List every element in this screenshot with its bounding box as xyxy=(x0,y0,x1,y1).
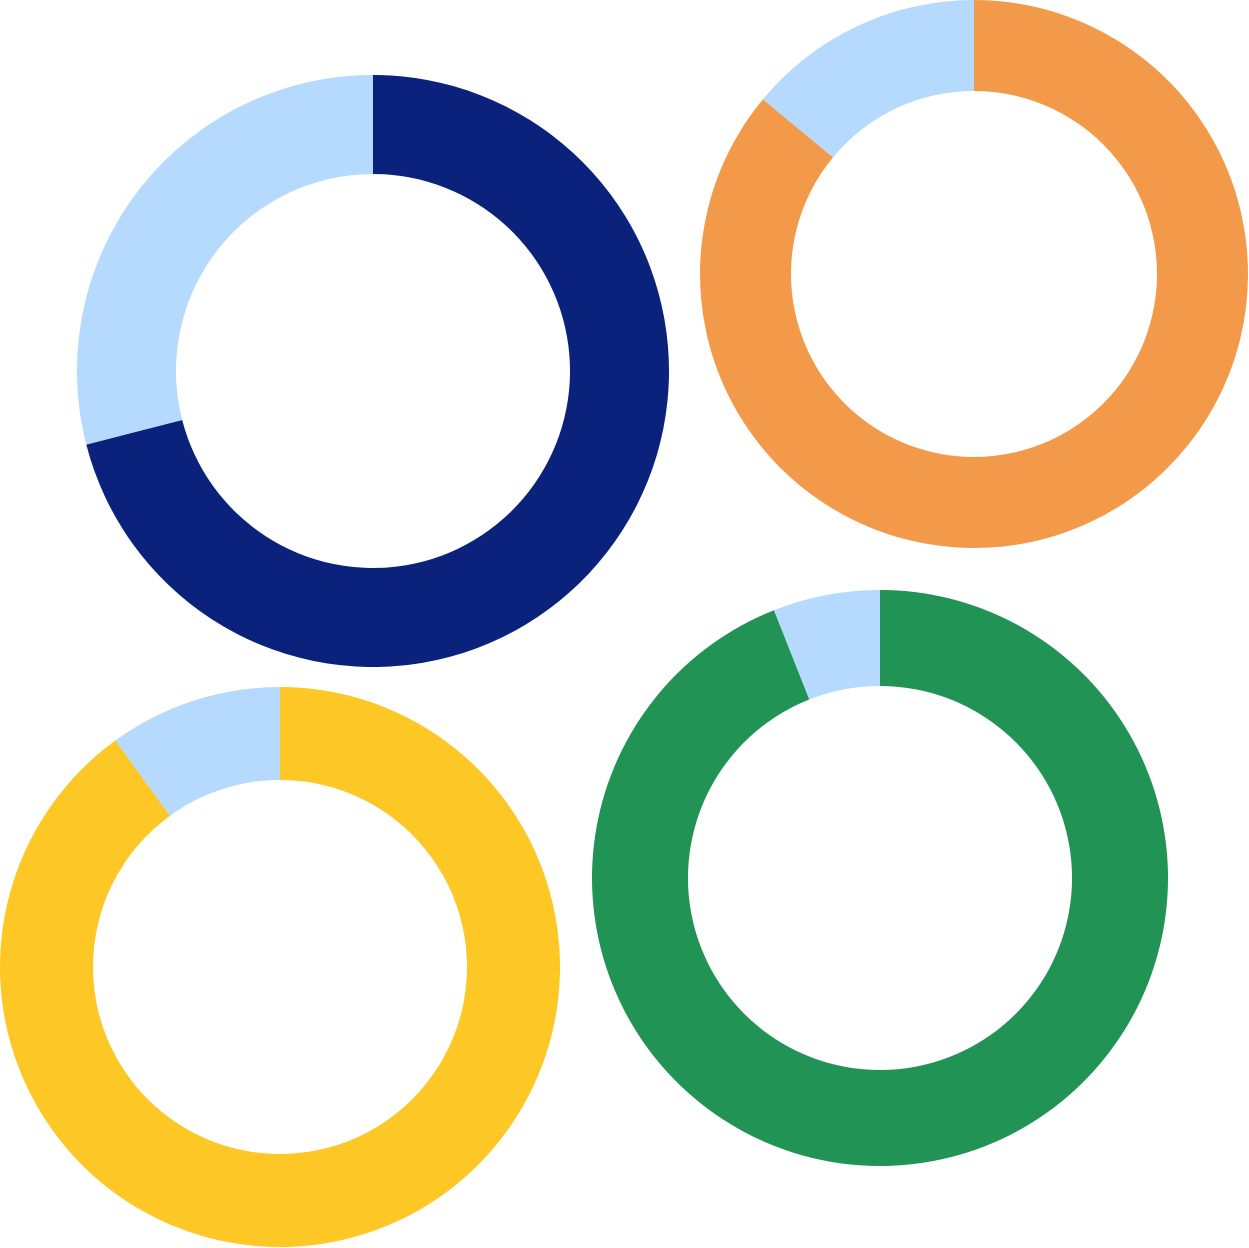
donut-chart xyxy=(0,687,560,1247)
donut-chart xyxy=(76,75,670,667)
donut-chart xyxy=(700,0,1248,548)
donut-segment xyxy=(115,687,280,816)
donut-segment xyxy=(76,75,373,445)
donut-segment xyxy=(592,590,1168,1167)
donut-segment xyxy=(700,0,1248,548)
donut-segment xyxy=(0,687,560,1247)
donut-segment xyxy=(762,0,974,158)
donut-segment xyxy=(773,590,880,700)
donut-segment xyxy=(86,75,670,667)
donut-chart xyxy=(592,590,1168,1167)
